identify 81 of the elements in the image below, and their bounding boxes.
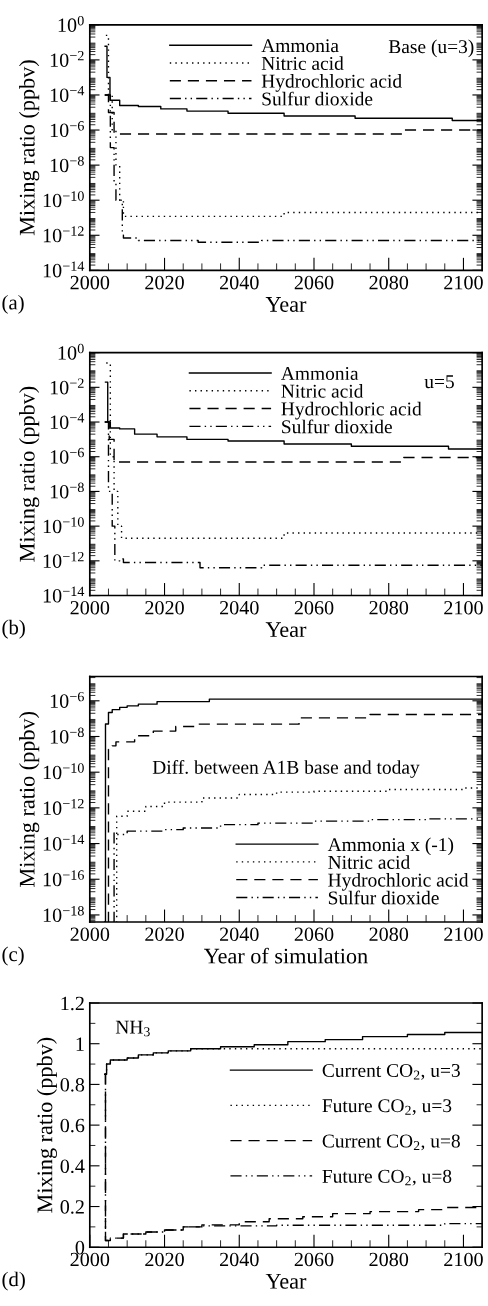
text: (b) — [2, 619, 25, 639]
y-tick-label: 10$^{−6}$ — [50, 447, 84, 464]
y-tick-label: 1 — [76, 1037, 84, 1051]
y-tick-label: 10$^{−16}$ — [43, 870, 84, 887]
legend-label: Sulfur dioxide — [262, 91, 373, 106]
y-tick-label: 10$^{−8}$ — [50, 482, 84, 499]
y-tick-label: 10$^{−4}$ — [50, 413, 85, 430]
y-tick-label: 10$^{−8}$ — [50, 727, 84, 744]
y-tick-label: 10$^{−6}$ — [50, 691, 84, 708]
legend-label: Current CO$_{2}$, u=8 — [322, 1134, 460, 1151]
y-tick-label: 0.4 — [60, 1159, 85, 1174]
y-axis-title: Mixing ratio (ppbv) — [19, 60, 40, 236]
annotation: Base (u=3) — [388, 39, 474, 58]
legend-label: Hydrochloric acid — [261, 74, 402, 92]
y-tick-label: 10$^{−12}$ — [43, 798, 84, 815]
y-tick-label: 0.6 — [60, 1118, 85, 1133]
y-tick-label: 10$^{−8}$ — [50, 156, 84, 173]
x-tick-label: 2100 — [444, 600, 483, 615]
x-axis-title: Year — [265, 297, 307, 312]
x-tick-label: 2040 — [220, 600, 259, 615]
legend-label: Hydrochloric acid — [328, 872, 469, 891]
legend-label: Nitric acid — [281, 384, 364, 398]
y-tick-label: 10$^{−6}$ — [50, 121, 84, 138]
y-tick-label: 10$^{−2}$ — [50, 378, 84, 395]
legend-label: Future CO$_{2}$, u=3 — [322, 1099, 452, 1116]
x-tick-label: 2000 — [70, 927, 110, 942]
x-tick-label: 2060 — [294, 927, 334, 942]
x-tick-label: 2100 — [444, 275, 483, 290]
x-tick-label: 2060 — [294, 1252, 334, 1267]
annotation: u=5 — [424, 375, 454, 389]
y-axis-title: Mixing ratio (ppbv) — [19, 386, 40, 562]
text: (a) — [2, 294, 24, 314]
x-tick-label: 2040 — [220, 275, 259, 290]
annotation: NH$_{3}$ — [115, 1020, 150, 1037]
x-tick-label: 2060 — [294, 275, 334, 290]
y-tick-label: 10$^{−12}$ — [43, 226, 84, 243]
legend-label: Future CO$_{2}$, u=8 — [322, 1169, 452, 1186]
legend-label: Nitric acid — [328, 855, 410, 869]
legend-label: Sulfur dioxide — [328, 890, 439, 905]
x-axis-title: Year — [265, 1274, 307, 1289]
y-tick-label: 10$^{−4}$ — [50, 86, 85, 102]
y-tick-label: 10$^{−10}$ — [43, 763, 84, 780]
y-tick-label: 10$^{−12}$ — [43, 551, 84, 568]
x-tick-label: 2020 — [145, 1252, 184, 1267]
y-tick-label: 10$^{0}$ — [58, 343, 84, 360]
x-tick-label: 2020 — [145, 275, 184, 290]
x-tick-label: 2100 — [444, 927, 483, 942]
y-tick-label: 0.2 — [60, 1200, 84, 1214]
x-tick-label: 2020 — [145, 600, 184, 615]
legend-label: Ammonia x (-1) — [327, 837, 454, 856]
x-axis-title: Year of simulation — [204, 947, 368, 964]
y-tick-label: 10$^{−2}$ — [50, 50, 84, 67]
y-tick-label: 10$^{0}$ — [58, 15, 84, 32]
x-tick-label: 2040 — [220, 1252, 259, 1267]
x-tick-label: 2080 — [369, 600, 409, 615]
x-axis-title: Year — [265, 622, 307, 638]
text: (c) — [2, 946, 24, 966]
y-tick-label: 1.2 — [61, 996, 84, 1011]
x-tick-label: 2040 — [220, 927, 259, 942]
legend-label: Ammonia — [281, 366, 359, 381]
y-tick-label: 10$^{−10}$ — [43, 517, 84, 534]
x-tick-label: 2020 — [145, 927, 184, 942]
x-tick-label: 2060 — [294, 600, 334, 615]
legend-label: Hydrochloric acid — [281, 401, 422, 420]
x-tick-label: 2000 — [70, 600, 110, 615]
annotation: Diff. between A1B base and today — [152, 759, 420, 778]
text: (d) — [2, 1271, 25, 1291]
legend-label: Sulfur dioxide — [282, 419, 392, 434]
y-axis-title: Mixing ratio (ppbv) — [19, 711, 40, 887]
y-tick-label: 0.8 — [60, 1078, 85, 1092]
y-tick-label: 10$^{−10}$ — [43, 191, 84, 208]
y-axis-title: Mixing ratio (ppbv) — [36, 1037, 57, 1213]
y-tick-label: 10$^{−14}$ — [43, 834, 85, 851]
x-tick-label: 2100 — [444, 1252, 483, 1267]
y-tick-label: 10$^{−18}$ — [43, 906, 84, 923]
legend-label: Current CO$_{2}$, u=3 — [322, 1063, 460, 1080]
legend-label: Ammonia — [261, 39, 339, 53]
x-tick-label: 2080 — [369, 275, 409, 290]
legend-label: Nitric acid — [261, 56, 344, 70]
x-tick-label: 2080 — [369, 1252, 409, 1267]
x-tick-label: 2080 — [369, 927, 409, 942]
